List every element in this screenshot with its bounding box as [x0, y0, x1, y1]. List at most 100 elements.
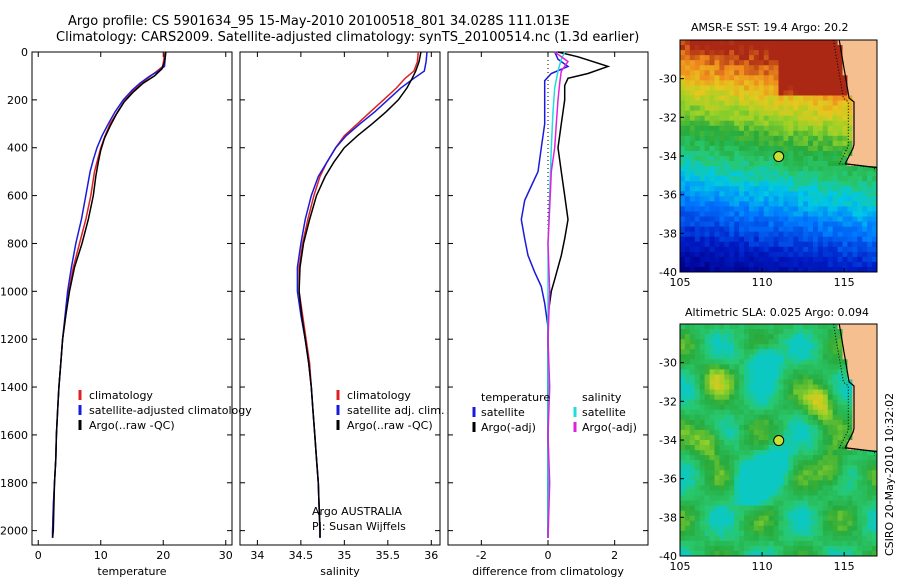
sst-cell	[788, 140, 794, 147]
sla-cell	[724, 525, 730, 532]
sst-cell	[827, 246, 834, 253]
sst-cell	[788, 221, 794, 228]
sal-legend-label: climatology	[347, 389, 411, 402]
sst-cell	[817, 161, 824, 167]
sst-cell	[803, 181, 809, 187]
sla-cell	[808, 424, 814, 431]
sst-cell	[680, 206, 686, 212]
sla-cell	[803, 329, 809, 335]
sst-cell	[744, 45, 750, 51]
sst-cell	[788, 120, 794, 127]
sst-cell	[744, 55, 750, 61]
sst-cell	[704, 186, 710, 192]
sla-cell	[793, 490, 799, 496]
sst-cell	[808, 125, 814, 132]
sla-cell	[709, 359, 715, 365]
sst-cell	[694, 266, 701, 272]
sst-cell	[867, 196, 873, 202]
sst-cell	[734, 135, 740, 142]
sla-cell	[729, 344, 735, 350]
sla-cell	[852, 490, 858, 496]
sla-cell	[768, 490, 774, 496]
sla-cell	[778, 505, 784, 512]
sst-cell	[872, 60, 877, 66]
sst-cell	[748, 186, 755, 192]
sla-cell	[867, 369, 873, 375]
sst-cell	[798, 211, 804, 217]
sla-cell	[719, 339, 725, 345]
sla-cell	[822, 460, 829, 466]
sst-cell	[724, 130, 730, 137]
sla-cell	[768, 349, 774, 355]
sst-cell	[788, 145, 794, 152]
sst-cell	[808, 130, 814, 137]
sst-cell	[867, 211, 873, 217]
sst-cell	[773, 120, 779, 127]
sla-cell	[842, 485, 848, 491]
sst-cell	[852, 80, 858, 86]
sst-cell	[699, 216, 706, 222]
sst-cell	[714, 60, 720, 66]
sla-cell	[729, 414, 735, 421]
sla-cell	[709, 545, 715, 552]
sst-cell	[699, 75, 706, 81]
sla-cell	[680, 545, 686, 552]
sla-cell	[748, 354, 755, 360]
sla-cell	[808, 429, 814, 436]
sla-cell	[694, 404, 701, 411]
sla-cell	[768, 409, 774, 416]
sst-cell	[704, 120, 710, 127]
sst-cell	[847, 65, 853, 71]
sst-cell	[778, 120, 784, 127]
sst-cell	[812, 90, 819, 96]
sla-cell	[812, 445, 819, 451]
sla-cell	[812, 399, 819, 406]
sla-cell	[803, 440, 809, 446]
sst-cell	[689, 221, 696, 228]
sst-cell	[832, 115, 838, 122]
sla-cell	[808, 414, 814, 421]
sst-cell	[680, 145, 686, 152]
sla-cell	[817, 440, 824, 446]
sst-cell	[842, 55, 848, 61]
sla-cell	[724, 404, 730, 411]
sst-cell	[793, 90, 799, 96]
sla-cell	[744, 475, 750, 481]
sla-cell	[734, 419, 740, 426]
sst-cell	[798, 130, 804, 137]
sla-cell	[798, 384, 804, 390]
sla-cell	[822, 530, 829, 537]
sst-cell	[734, 105, 740, 112]
sst-cell	[862, 120, 868, 127]
sla-cell	[832, 339, 838, 345]
sst-cell	[699, 140, 706, 147]
sst-cell	[684, 125, 691, 132]
sst-cell	[842, 105, 848, 112]
sla-cell	[783, 450, 789, 456]
sst-cell	[783, 266, 789, 272]
sst-cell	[689, 246, 696, 253]
sst-cell	[689, 186, 696, 192]
sst-cell	[763, 60, 770, 66]
sst-cell	[812, 105, 819, 112]
sla-cell	[817, 455, 824, 461]
sla-cell	[748, 339, 755, 345]
sst-cell	[872, 196, 877, 202]
sla-cell	[837, 465, 843, 471]
sst-cell	[817, 110, 824, 117]
sst-cell	[827, 70, 834, 76]
sla-cell	[812, 520, 819, 527]
sst-cell	[739, 251, 745, 258]
sla-cell	[803, 540, 809, 547]
sla-cell	[709, 414, 715, 421]
sla-cell	[798, 379, 804, 385]
sst-cell	[739, 85, 745, 91]
sla-cell	[768, 434, 774, 441]
sla-cell	[842, 500, 848, 506]
sla-cell	[724, 389, 730, 396]
sla-cell	[744, 530, 750, 537]
sla-cell	[724, 520, 730, 527]
sla-cell	[827, 359, 834, 365]
sst-cell	[808, 236, 814, 243]
sla-cell	[852, 324, 858, 330]
